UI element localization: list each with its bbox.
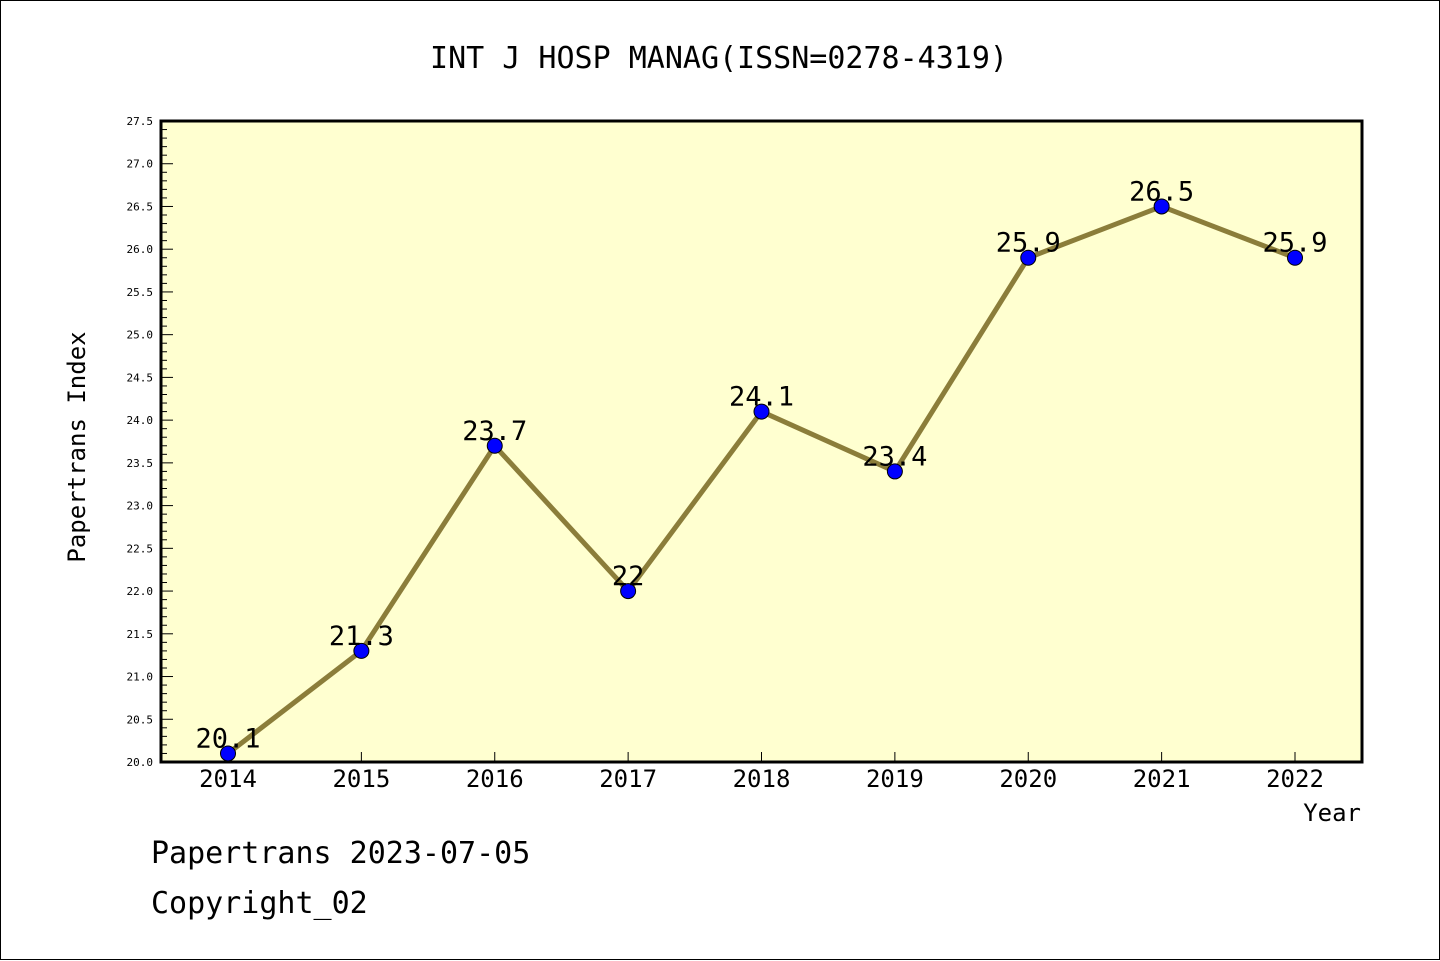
footer-copyright: Copyright_02 [151, 886, 368, 921]
data-point [486, 437, 503, 454]
x-tick-label: 2019 [866, 765, 924, 793]
x-axis: 2014 2015 2016 2017 2018 2019 2020 2021 2022 [199, 752, 1324, 793]
data-point [1020, 249, 1037, 266]
data-point [1153, 198, 1170, 215]
x-tick-label: 2014 [199, 765, 257, 793]
y-tick-label: 24.5 [127, 371, 154, 384]
data-label: 23.7 [462, 416, 527, 447]
data-labels: 20.1 21.3 23.7 22 24.1 23.4 25.9 26.5 25.9 [195, 176, 1327, 754]
x-tick-label: 2015 [332, 765, 390, 793]
data-point [753, 403, 770, 420]
data-series [220, 198, 1303, 762]
data-label: 24.1 [729, 382, 794, 413]
y-tick-label: 20.5 [127, 713, 154, 726]
chart-title: INT J HOSP MANAG(ISSN=0278-4319) [430, 41, 1008, 76]
y-tick-label: 27.5 [127, 115, 154, 128]
data-label: 20.1 [195, 723, 260, 754]
y-axis-label: Papertrans Index [63, 331, 91, 562]
data-label: 25.9 [1262, 228, 1327, 259]
y-tick-label: 24.0 [127, 414, 154, 427]
y-tick-label: 21.0 [127, 671, 154, 684]
x-tick-label: 2017 [599, 765, 657, 793]
data-point [220, 745, 236, 762]
x-tick-label: 2022 [1266, 765, 1324, 793]
x-axis-label: Year [1303, 799, 1361, 827]
y-axis: 20.0 20.5 21.0 21.5 22.0 22.5 23.0 23.5 24.0 24.5… [127, 115, 173, 769]
data-point [620, 583, 637, 600]
data-label: 25.9 [996, 228, 1061, 259]
data-label: 22 [612, 561, 645, 592]
data-label: 21.3 [329, 621, 394, 652]
data-point [1287, 249, 1303, 266]
x-tick-label: 2021 [1133, 765, 1191, 793]
y-tick-label: 20.0 [127, 756, 154, 769]
data-point [886, 463, 903, 480]
y-tick-label: 25.0 [127, 329, 154, 342]
y-tick-label: 22.0 [127, 585, 154, 598]
y-tick-label: 23.5 [127, 457, 154, 470]
y-tick-label: 22.5 [127, 542, 154, 555]
data-point [353, 642, 370, 659]
data-label: 23.4 [862, 441, 927, 472]
data-label: 26.5 [1129, 176, 1194, 207]
y-tick-label: 26.0 [127, 243, 154, 256]
y-tick-label: 26.5 [127, 200, 154, 213]
y-tick-label: 25.5 [127, 286, 154, 299]
x-tick-label: 2020 [999, 765, 1057, 793]
x-tick-label: 2018 [733, 765, 791, 793]
y-tick-label: 23.0 [127, 500, 154, 513]
y-tick-label: 27.0 [127, 158, 154, 171]
footer-date: Papertrans 2023-07-05 [151, 836, 531, 871]
y-tick-label: 21.5 [127, 628, 154, 641]
x-tick-label: 2016 [466, 765, 524, 793]
